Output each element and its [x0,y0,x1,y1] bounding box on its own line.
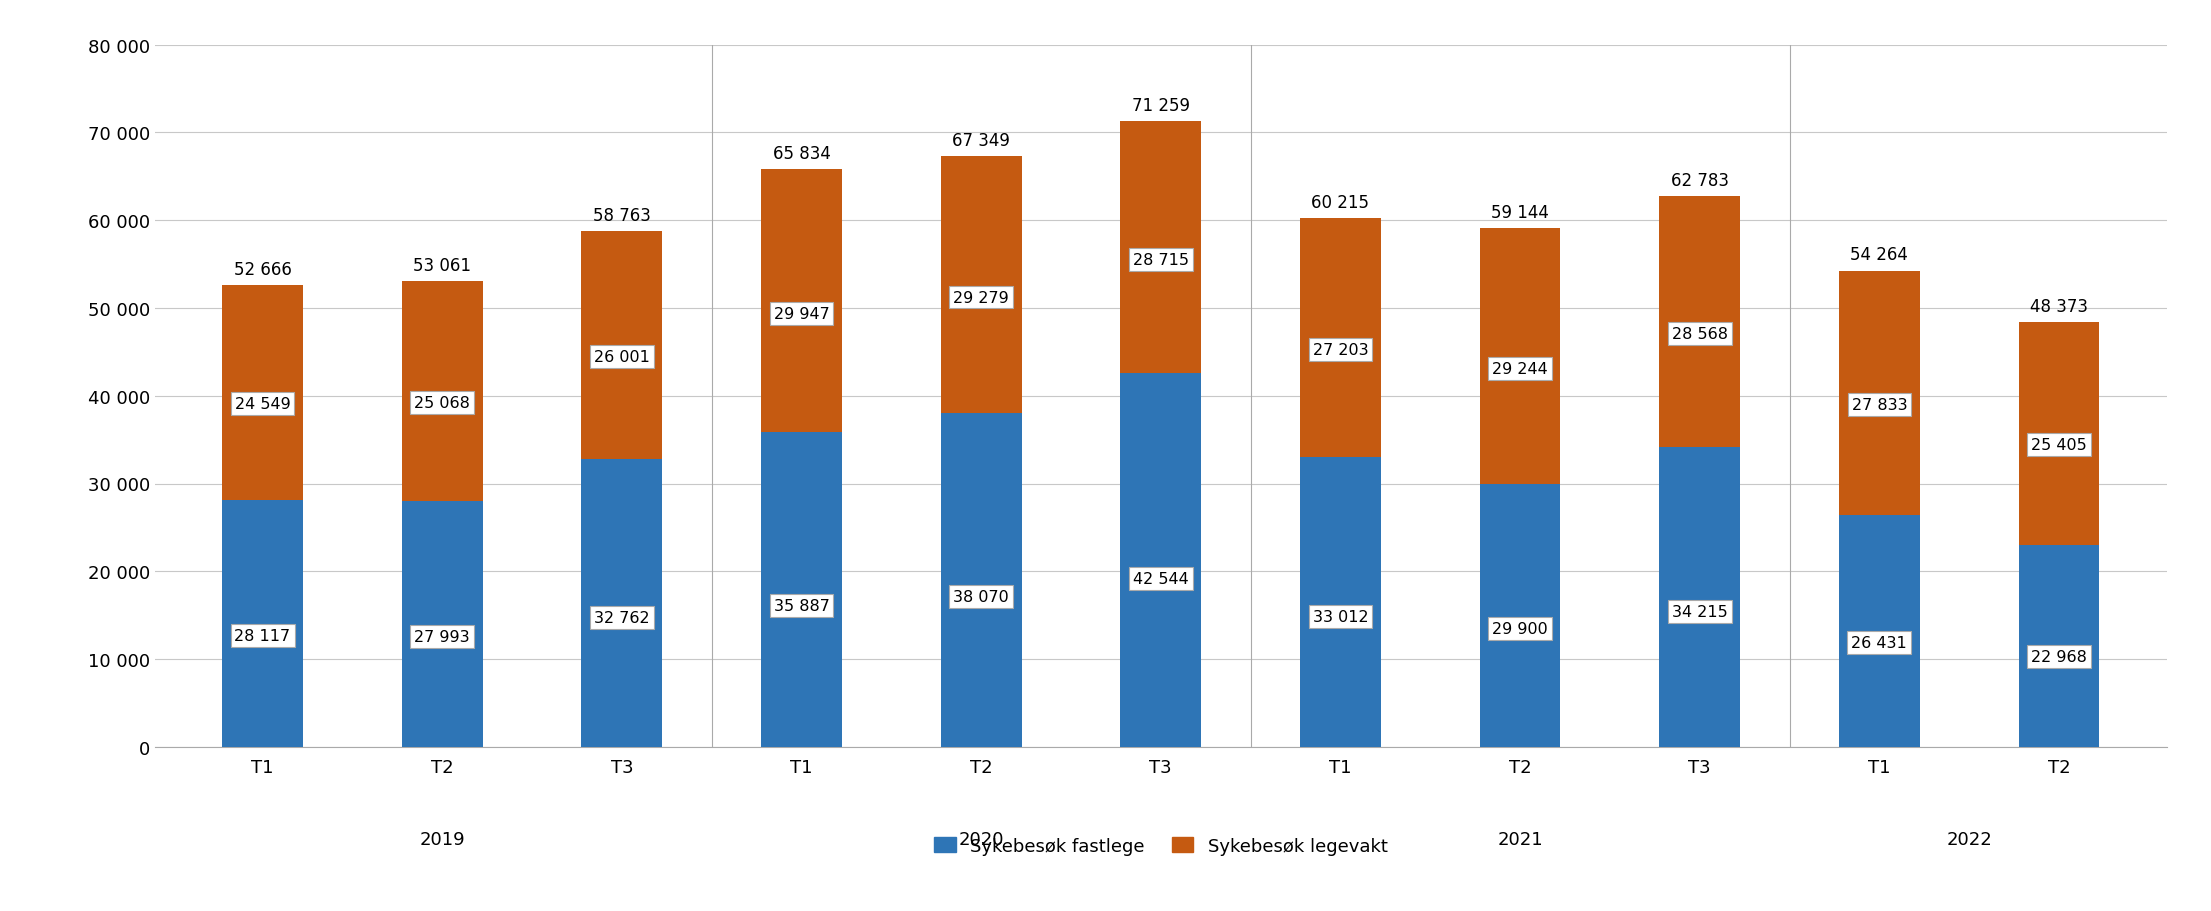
Text: 71 259: 71 259 [1132,97,1190,115]
Text: 29 279: 29 279 [953,291,1008,305]
Text: 29 947: 29 947 [774,307,829,322]
Text: 2022: 2022 [1946,830,1992,848]
Bar [1658,197,1740,447]
Legend: Sykebesøk fastlege, Sykebesøk legevakt: Sykebesøk fastlege, Sykebesøk legevakt [924,828,1397,865]
Bar [402,281,482,502]
Bar [1479,485,1561,747]
Bar [1479,229,1561,485]
Text: 24 549: 24 549 [234,396,290,411]
Text: 32 762: 32 762 [595,610,650,625]
Text: 29 244: 29 244 [1492,362,1548,377]
Bar [1658,447,1740,747]
Bar [2019,322,2100,546]
Text: 29 900: 29 900 [1492,621,1548,637]
Text: 62 783: 62 783 [1672,171,1729,189]
Text: 52 666: 52 666 [234,261,292,278]
Text: 28 117: 28 117 [234,629,290,643]
Text: 2019: 2019 [420,830,464,848]
Text: 53 061: 53 061 [413,257,471,275]
Text: 48 373: 48 373 [2030,298,2087,316]
Text: 67 349: 67 349 [953,131,1010,149]
Text: 2020: 2020 [957,830,1004,848]
Bar [1121,122,1201,374]
Text: 25 068: 25 068 [413,395,471,410]
Bar [1300,457,1382,747]
Text: 22 968: 22 968 [2032,649,2087,664]
Text: 42 544: 42 544 [1132,572,1190,587]
Bar [761,433,842,747]
Bar [581,460,663,747]
Bar [1840,271,1919,516]
Bar [940,157,1021,414]
Bar [221,500,303,747]
Text: 54 264: 54 264 [1851,246,1908,264]
Text: 25 405: 25 405 [2032,438,2087,453]
Text: 38 070: 38 070 [953,589,1008,604]
Text: 33 012: 33 012 [1313,609,1369,624]
Text: 34 215: 34 215 [1672,605,1727,619]
Bar [2019,546,2100,747]
Text: 28 568: 28 568 [1672,327,1727,342]
Bar [402,502,482,747]
Text: 35 887: 35 887 [774,598,829,613]
Text: 27 833: 27 833 [1851,398,1908,413]
Text: 60 215: 60 215 [1311,194,1369,212]
Bar [1121,374,1201,747]
Text: 59 144: 59 144 [1490,203,1550,221]
Bar [940,414,1021,747]
Bar [221,285,303,500]
Bar [581,231,663,460]
Text: 27 993: 27 993 [413,630,471,644]
Text: 27 203: 27 203 [1313,343,1369,358]
Text: 58 763: 58 763 [593,207,650,225]
Bar [761,169,842,433]
Text: 2021: 2021 [1497,830,1543,848]
Bar [1840,516,1919,747]
Text: 26 001: 26 001 [595,350,650,364]
Text: 26 431: 26 431 [1851,635,1908,650]
Bar [1300,219,1382,457]
Text: 28 715: 28 715 [1132,253,1190,268]
Text: 65 834: 65 834 [772,145,831,163]
